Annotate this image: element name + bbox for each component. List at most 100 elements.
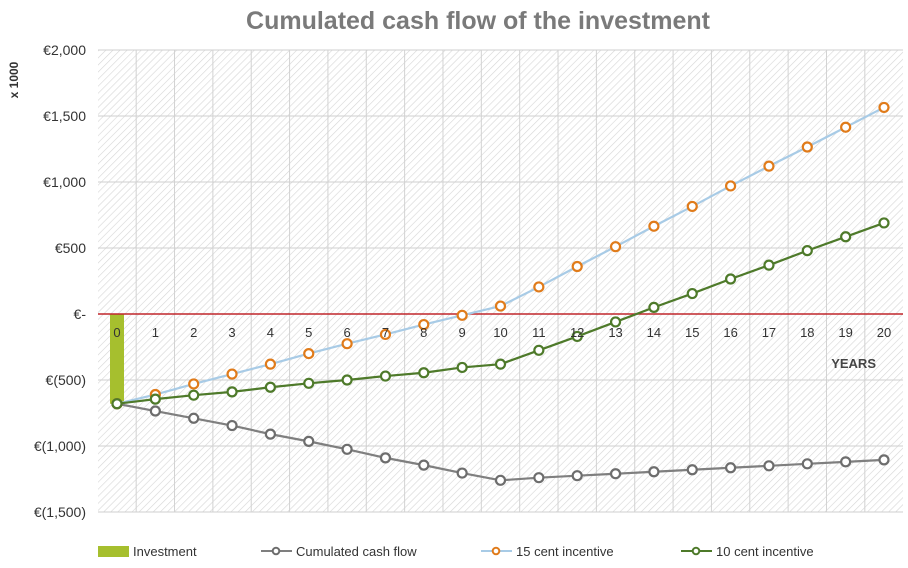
data-point-cumulated-cash-flow (494, 474, 507, 486)
y-tick-label: €(500) (46, 372, 86, 388)
data-point-15-cent-incentive (264, 358, 276, 370)
data-point-15-cent-incentive (801, 141, 813, 153)
x-tick-label: 16 (723, 325, 737, 340)
x-tick-label: 8 (420, 325, 427, 340)
x-tick-label: 19 (838, 325, 852, 340)
data-point-cumulated-cash-flow (763, 460, 775, 472)
data-point-cumulated-cash-flow (533, 472, 545, 484)
y-tick-label: €1,000 (43, 174, 86, 190)
data-point-15-cent-incentive (878, 101, 890, 114)
investment-bar-group (110, 314, 124, 404)
data-point-10-cent-incentive (456, 361, 468, 374)
grid-lines (98, 49, 903, 513)
data-point-cumulated-cash-flow (878, 454, 890, 466)
data-point-15-cent-incentive (840, 121, 852, 133)
data-point-cumulated-cash-flow (149, 405, 161, 417)
legend-item-15-cent-incentive: 15 cent incentive (481, 544, 614, 559)
x-tick-label: 6 (343, 325, 350, 340)
legend-item-cumulated-cash-flow: Cumulated cash flow (261, 544, 417, 559)
data-point-15-cent-incentive (418, 318, 430, 331)
series-10-cent-incentive (111, 217, 890, 410)
x-tick-label: 7 (382, 325, 389, 340)
x-tick-label: 3 (228, 325, 235, 340)
series-cumulated-cash-flow (111, 398, 890, 486)
x-tick-label: 1 (152, 325, 159, 340)
data-point-cumulated-cash-flow (188, 412, 200, 424)
chart-title: Cumulated cash flow of the investment (246, 7, 711, 35)
data-point-cumulated-cash-flow (724, 462, 737, 474)
data-point-10-cent-incentive (763, 259, 775, 271)
y-tick-label: €(1,000) (34, 438, 86, 454)
data-point-10-cent-incentive (648, 301, 660, 313)
x-tick-label: 9 (459, 325, 466, 340)
x-tick-label: 0 (113, 325, 120, 340)
data-point-10-cent-incentive (609, 316, 622, 328)
legend-marker-10-cent-incentive (691, 546, 701, 556)
legend: Investment Cumulated cash flow 15 cent i… (98, 544, 814, 559)
x-tick-label: 15 (685, 325, 699, 340)
data-point-cumulated-cash-flow (840, 456, 852, 468)
y-axis-ticks: €2,000 €1,500 €1,000 €500 €- €(500) €(1,000) €(… (34, 42, 86, 520)
data-point-15-cent-incentive (724, 180, 737, 192)
x-tick-label: 20 (877, 325, 891, 340)
data-point-10-cent-incentive (801, 245, 813, 257)
x-tick-label: 18 (800, 325, 814, 340)
data-point-cumulated-cash-flow (226, 419, 238, 432)
legend-swatch-investment (98, 546, 129, 557)
data-point-cumulated-cash-flow (379, 452, 392, 464)
y-tick-label: €1,500 (43, 108, 86, 124)
data-point-10-cent-incentive (111, 398, 123, 410)
data-point-cumulated-cash-flow (303, 435, 315, 447)
data-point-15-cent-incentive (609, 241, 622, 253)
legend-label-10-cent-incentive: 10 cent incentive (716, 544, 814, 559)
legend-marker-15-cent-incentive (491, 546, 501, 556)
data-point-15-cent-incentive (188, 378, 200, 390)
legend-label-investment: Investment (133, 544, 197, 559)
legend-label-15-cent-incentive: 15 cent incentive (516, 544, 614, 559)
data-point-15-cent-incentive (763, 160, 775, 172)
data-point-15-cent-incentive (648, 220, 660, 232)
x-tick-label: 13 (608, 325, 622, 340)
x-axis-unit-label: YEARS (831, 356, 876, 371)
data-point-10-cent-incentive (418, 367, 430, 379)
data-point-10-cent-incentive (686, 287, 698, 300)
legend-label-cumulated-cash-flow: Cumulated cash flow (296, 544, 417, 559)
data-point-cumulated-cash-flow (456, 467, 468, 479)
data-point-10-cent-incentive (303, 377, 315, 389)
data-point-10-cent-incentive (226, 386, 238, 398)
legend-marker-cumulated-cash-flow (271, 546, 281, 556)
data-point-cumulated-cash-flow (264, 428, 276, 440)
data-point-10-cent-incentive (724, 273, 737, 285)
x-tick-label: 14 (647, 325, 661, 340)
y-axis-unit-label: x 1000 (7, 61, 21, 98)
x-tick-label: 10 (493, 325, 507, 340)
series-group (111, 101, 890, 486)
x-tick-label: 5 (305, 325, 312, 340)
x-tick-label: 11 (532, 325, 546, 340)
data-point-10-cent-incentive (840, 231, 852, 243)
y-tick-label: €500 (55, 240, 86, 256)
x-tick-label: 12 (570, 325, 584, 340)
data-point-15-cent-incentive (341, 338, 353, 350)
plot-area (98, 50, 903, 512)
y-tick-label: €(1,500) (34, 504, 86, 520)
y-tick-label: €2,000 (43, 42, 86, 58)
y-tick-label: €- (74, 306, 87, 322)
data-point-cumulated-cash-flow (648, 466, 660, 478)
data-point-15-cent-incentive (303, 348, 315, 360)
x-tick-label: 4 (267, 325, 274, 340)
data-point-10-cent-incentive (533, 344, 545, 356)
x-tick-label: 2 (190, 325, 197, 340)
data-point-10-cent-incentive (494, 358, 507, 370)
data-point-10-cent-incentive (878, 217, 890, 229)
data-point-15-cent-incentive (533, 281, 545, 293)
series-15-cent-incentive (111, 101, 890, 410)
data-point-10-cent-incentive (341, 374, 353, 386)
data-point-cumulated-cash-flow (609, 468, 622, 480)
data-point-10-cent-incentive (264, 381, 276, 393)
data-point-10-cent-incentive (188, 389, 200, 401)
investment-bar (110, 314, 124, 404)
data-point-15-cent-incentive (571, 260, 583, 273)
data-point-15-cent-incentive (226, 368, 238, 380)
